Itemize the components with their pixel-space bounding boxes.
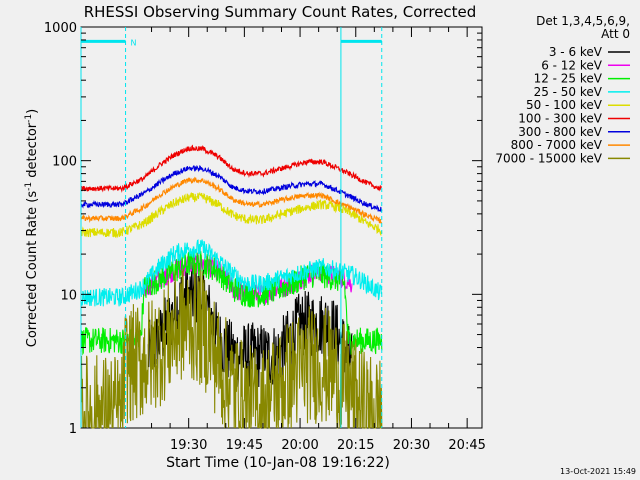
y-axis: 1 10 100 1000 [44, 21, 482, 437]
series-line-8 [80, 264, 383, 429]
series-line-4 [80, 191, 383, 239]
legend-header-line2: Att 0 [601, 27, 630, 41]
y-tick-label: 1000 [44, 21, 77, 36]
legend-label: 12 - 25 keV [534, 72, 603, 86]
x-tick-label: 19:30 [170, 438, 207, 453]
y-tick-label: 100 [52, 155, 77, 170]
x-axis: 19:30 19:45 20:00 20:15 20:30 20:45 [151, 27, 486, 453]
series-line-6 [80, 164, 383, 212]
series-line-3 [80, 239, 383, 307]
legend-label: 50 - 100 keV [526, 98, 603, 112]
y-tick-label: 1 [69, 422, 77, 437]
attenuator-markers: N [80, 27, 383, 428]
legend-label: 7000 - 15000 keV [495, 151, 602, 165]
legend-label: 300 - 800 keV [518, 125, 602, 139]
legend-label: 25 - 50 keV [534, 85, 603, 99]
legend-label: 800 - 7000 keV [511, 138, 603, 152]
footer-timestamp: 13-Oct-2021 15:49 [560, 467, 636, 476]
x-tick-label: 19:45 [226, 438, 263, 453]
x-tick-label: 20:15 [337, 438, 374, 453]
x-tick-label: 20:45 [448, 438, 485, 453]
x-axis-label: Start Time (10-Jan-08 19:16:22) [166, 455, 390, 471]
series-line-5 [80, 144, 383, 193]
x-tick-label: 20:00 [281, 438, 318, 453]
y-tick-label: 10 [60, 288, 77, 303]
series-group [80, 144, 383, 429]
x-tick-label: 20:30 [393, 438, 430, 453]
legend-label: 3 - 6 keV [549, 45, 603, 59]
series-line-7 [80, 176, 383, 224]
y-axis-label: Corrected Count Rate (s-1 detector-1) [24, 109, 40, 347]
chart-title: RHESSI Observing Summary Count Rates, Co… [84, 3, 477, 21]
legend-header-line1: Det 1,3,4,5,6,9, [536, 14, 630, 28]
legend-label: 6 - 12 keV [541, 58, 603, 72]
marker-label: N [131, 38, 137, 47]
legend-label: 100 - 300 keV [518, 112, 602, 126]
